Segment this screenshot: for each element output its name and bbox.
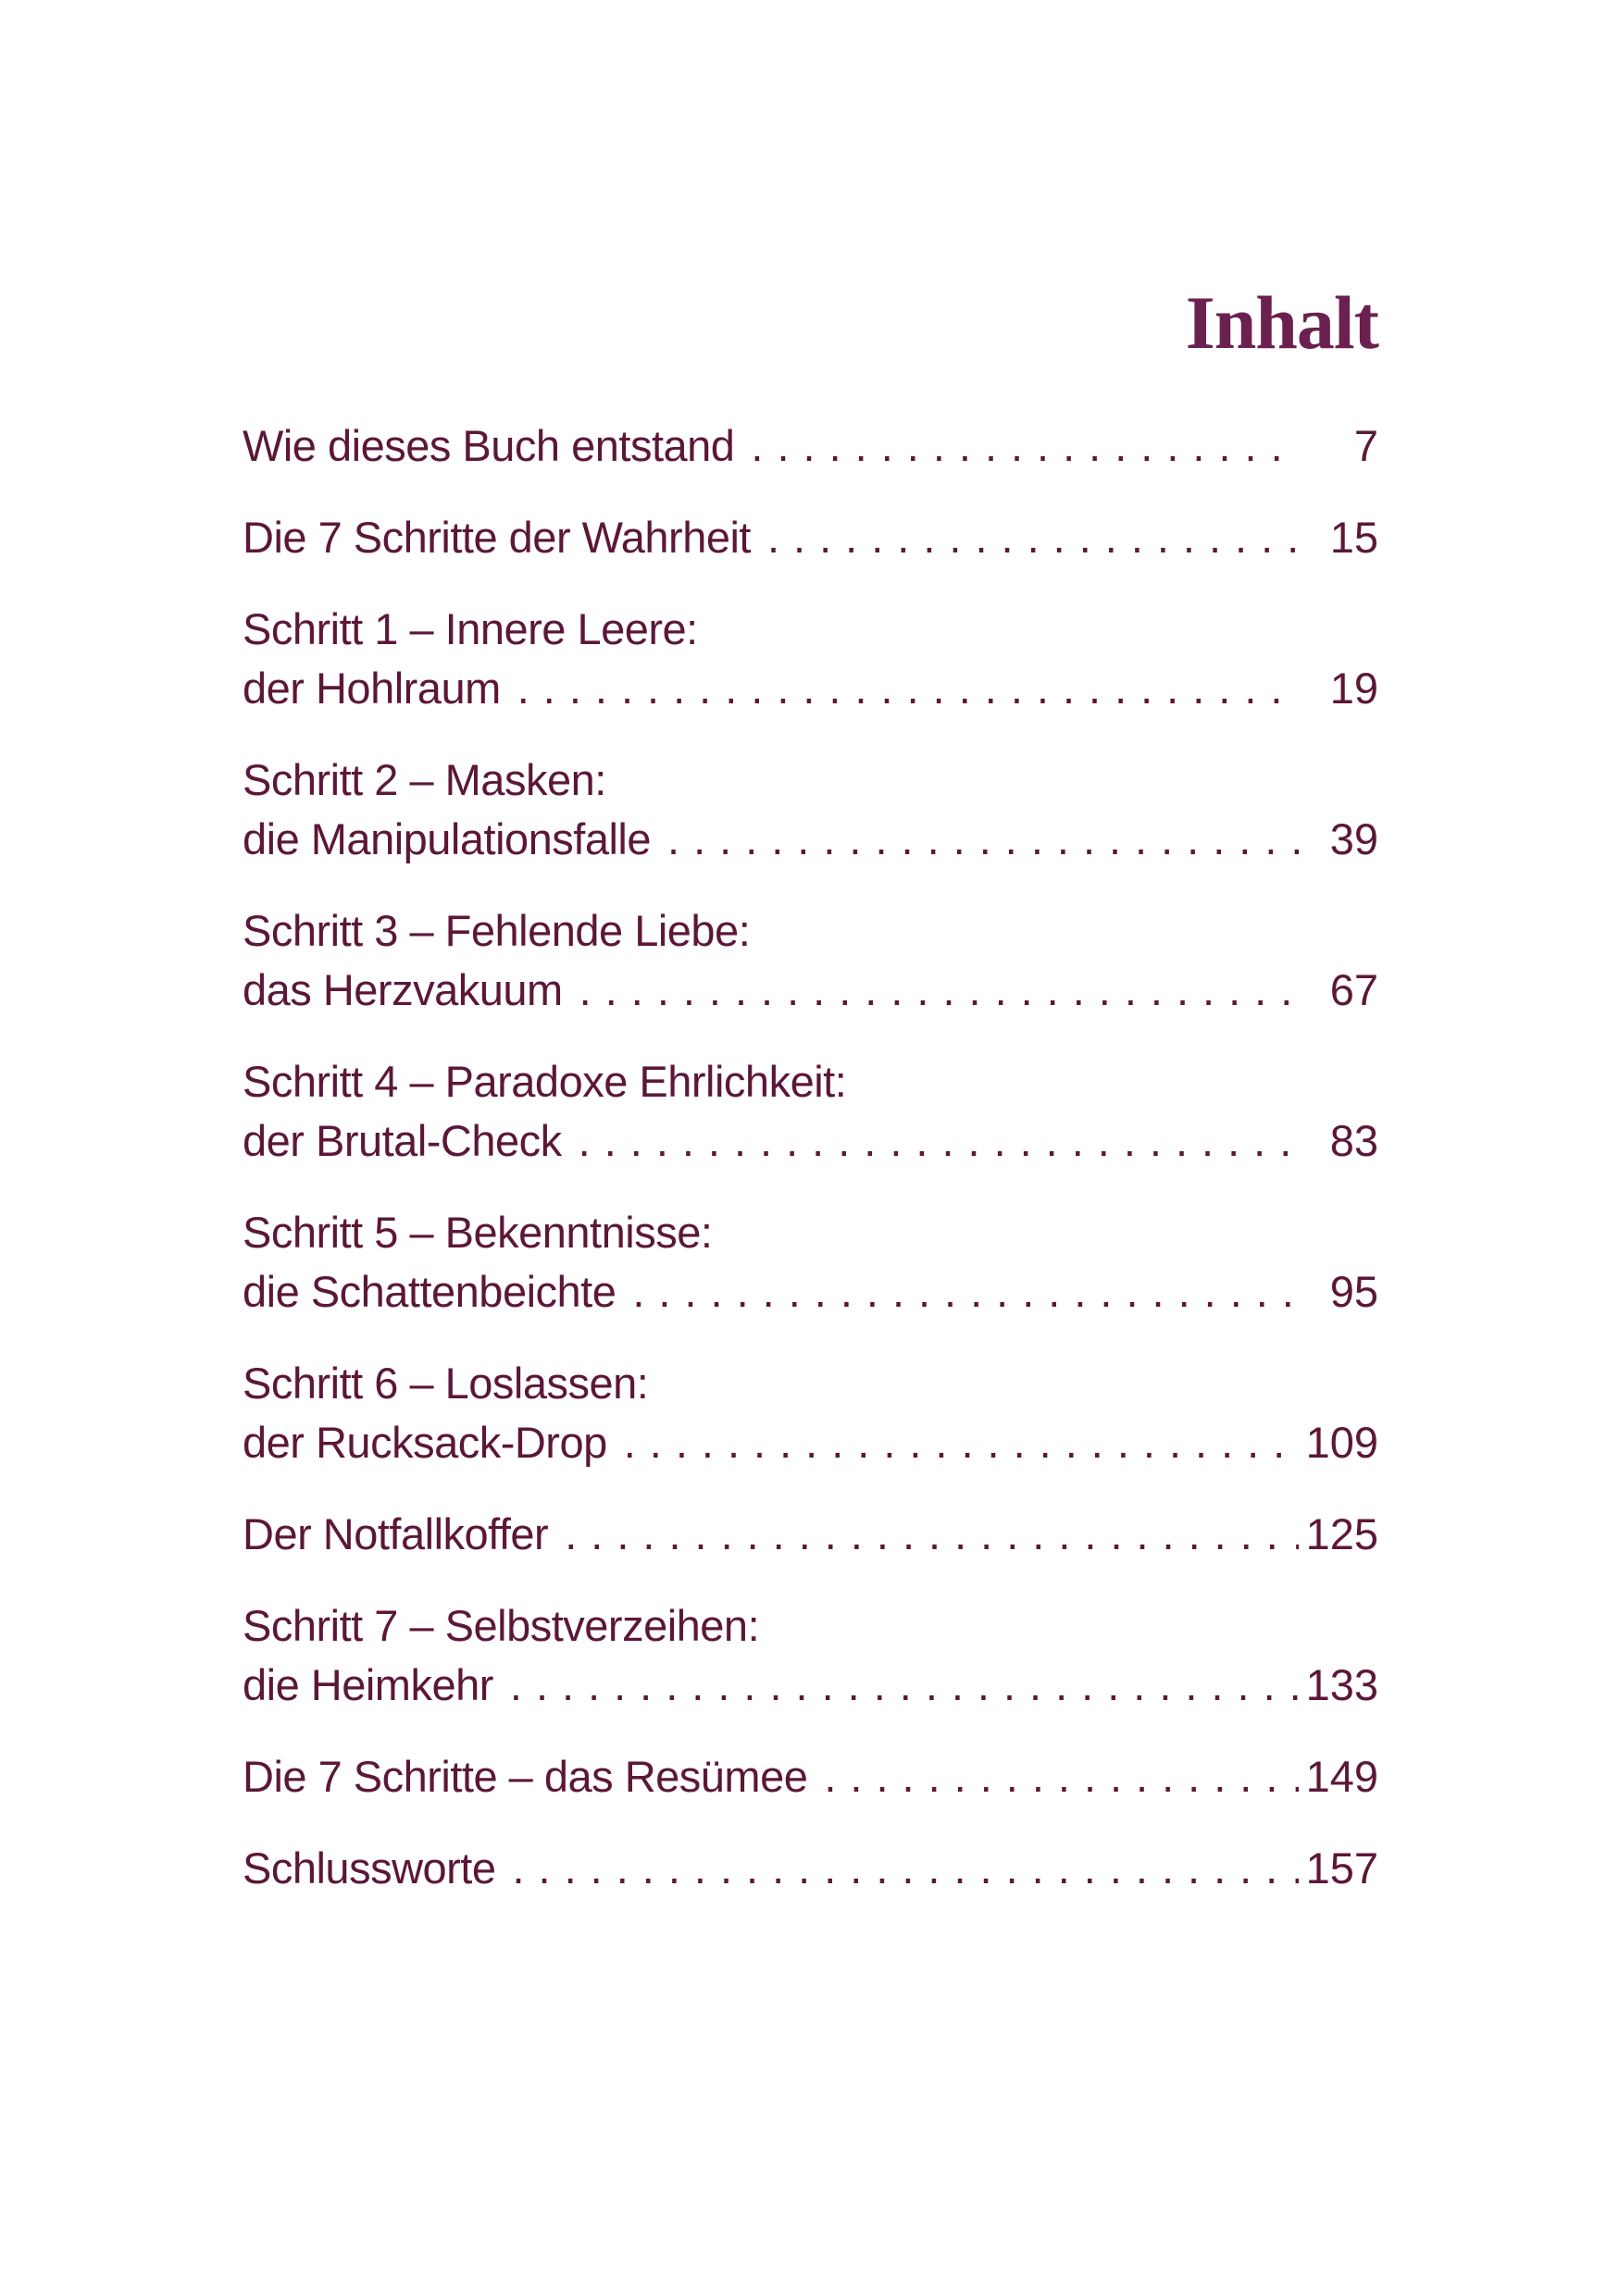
toc-entry-heading: Schritt 2 – Masken: <box>243 755 606 804</box>
toc-page-number: 83 <box>1329 1116 1378 1165</box>
toc-entry-heading: Schritt 5 – Bekenntnisse: <box>243 1208 713 1257</box>
dot-leader: ........................................… <box>632 1267 1299 1316</box>
toc-entry-row: der Rucksack-Drop.......................… <box>243 1413 1378 1472</box>
toc-page-number: 7 <box>1353 421 1378 470</box>
toc-page-number: 15 <box>1329 513 1378 562</box>
toc-entry-label: der Brutal-Check <box>243 1116 562 1165</box>
toc-entry-row: Die 7 Schritte – das Resümee............… <box>243 1747 1378 1806</box>
dot-leader: ........................................… <box>509 1660 1299 1709</box>
dot-leader: ........................................… <box>579 965 1299 1014</box>
toc-entry: Schritt 1 – Innere Leere: der Hohlraum...… <box>243 600 1378 718</box>
toc-entry-row: Schlussworte............................… <box>243 1839 1378 1898</box>
dot-leader: ........................................… <box>667 814 1299 863</box>
toc-page-number: 133 <box>1305 1660 1378 1709</box>
toc-entry-label: Wie dieses Buch entstand <box>243 421 735 470</box>
toc-entry: Schritt 4 – Paradoxe Ehrlichkeit: der Bru… <box>243 1052 1378 1171</box>
toc-entry-label: der Rucksack-Drop <box>243 1418 607 1467</box>
toc-page-number: 39 <box>1329 814 1378 863</box>
toc-entry-row: das Herzvakuum..........................… <box>243 961 1378 1020</box>
toc-entry: Schritt 5 – Bekenntnisse: die Schattenbei… <box>243 1203 1378 1322</box>
toc-entry: Der Notfallkoffer.......................… <box>243 1505 1378 1564</box>
toc-entry: Schritt 2 – Masken: die Manipulationsfall… <box>243 751 1378 869</box>
toc-entry-row: der Brutal-Check........................… <box>243 1111 1378 1171</box>
toc-entry-heading: Schritt 4 – Paradoxe Ehrlichkeit: <box>243 1057 847 1106</box>
toc-entry-row: die Manipulationsfalle..................… <box>243 810 1378 869</box>
toc-entry: Schlussworte............................… <box>243 1839 1378 1898</box>
toc-entry: Schritt 7 – Selbstverzeihen: die Heimkehr… <box>243 1596 1378 1715</box>
dot-leader: ........................................… <box>824 1752 1299 1801</box>
toc-entry: Die 7 Schritte der Wahrheit.............… <box>243 508 1378 567</box>
toc-entry-heading: Schritt 1 – Innere Leere: <box>243 604 698 653</box>
toc-page-number: 19 <box>1329 664 1378 713</box>
toc-page-number: 157 <box>1305 1843 1378 1893</box>
toc-entry-row: Der Notfallkoffer.......................… <box>243 1505 1378 1564</box>
toc-entry-row: Die 7 Schritte der Wahrheit.............… <box>243 508 1378 567</box>
dot-leader: ........................................… <box>517 664 1299 713</box>
toc-entry-row: der Hohlraum............................… <box>243 659 1378 718</box>
toc-page-number: 125 <box>1305 1509 1378 1558</box>
dot-leader: ........................................… <box>578 1116 1299 1165</box>
dot-leader: ........................................… <box>565 1509 1299 1558</box>
toc-entry-row: Wie dieses Buch entstand................… <box>243 416 1378 476</box>
toc-entry-row: die Schattenbeichte.....................… <box>243 1262 1378 1322</box>
toc-page-number: 149 <box>1305 1752 1378 1801</box>
toc-list: Wie dieses Buch entstand................… <box>243 416 1378 1898</box>
toc-entry-label: Die 7 Schritte der Wahrheit <box>243 513 752 562</box>
dot-leader: ........................................… <box>751 421 1299 470</box>
toc-entry-label: Die 7 Schritte – das Resümee <box>243 1752 808 1801</box>
toc-entry: Schritt 3 – Fehlende Liebe: das Herzvakuu… <box>243 901 1378 1020</box>
toc-page-number: 109 <box>1305 1418 1378 1467</box>
toc-entry: Wie dieses Buch entstand................… <box>243 416 1378 476</box>
toc-entry-label: Schlussworte <box>243 1843 496 1893</box>
toc-entry-label: Der Notfallkoffer <box>243 1509 549 1558</box>
toc-entry-label: die Schattenbeichte <box>243 1267 616 1316</box>
toc-entry: Schritt 6 – Loslassen: der Rucksack-Drop.… <box>243 1354 1378 1472</box>
toc-content: Inhalt Wie dieses Buch entstand.........… <box>243 0 1379 1898</box>
toc-entry-label: die Heimkehr <box>243 1660 493 1709</box>
toc-entry-heading: Schritt 7 – Selbstverzeihen: <box>243 1601 760 1650</box>
toc-entry-label: das Herzvakuum <box>243 965 563 1014</box>
toc-entry-heading: Schritt 3 – Fehlende Liebe: <box>243 906 751 955</box>
dot-leader: ........................................… <box>512 1843 1300 1893</box>
toc-entry-heading: Schritt 6 – Loslassen: <box>243 1359 649 1408</box>
toc-page-number: 67 <box>1329 965 1378 1014</box>
dot-leader: ........................................… <box>623 1418 1299 1467</box>
toc-entry: Die 7 Schritte – das Resümee............… <box>243 1747 1378 1806</box>
dot-leader: ........................................… <box>767 513 1299 562</box>
toc-entry-row: die Heimkehr............................… <box>243 1656 1378 1715</box>
toc-entry-label: der Hohlraum <box>243 664 501 713</box>
toc-page-number: 95 <box>1329 1267 1378 1316</box>
page-title: Inhalt <box>1185 280 1379 365</box>
toc-entry-label: die Manipulationsfalle <box>243 814 652 863</box>
